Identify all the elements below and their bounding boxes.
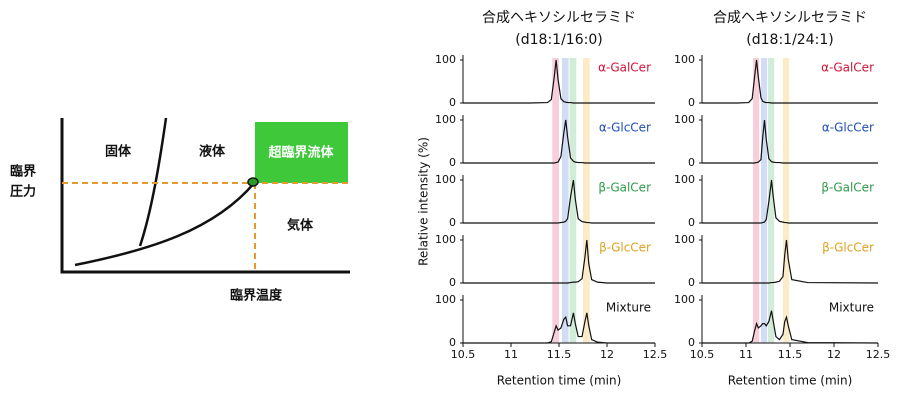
y-tick-label: 0 [688,336,695,349]
chart-subtitle: (d18:1/16:0) [515,32,602,48]
x-axis-label: Retention time (min) [728,374,853,388]
axes [60,118,350,274]
y-tick-label: 100 [674,293,695,306]
trace [702,119,878,164]
highlight-band [569,58,577,343]
chart-title: 合成ヘキソシルセラミド [713,10,867,26]
trace [702,59,878,104]
series-label: Mixture [606,301,651,315]
series-label: α-GalCer [821,61,874,75]
series-label: α-GalCer [598,61,651,75]
x-tick-label: 11.5 [778,348,803,361]
x-tick-label: 11 [504,348,518,361]
trace [463,312,655,344]
label: 超臨界流体 [268,145,334,161]
y-tick-label: 0 [688,96,695,109]
y-tick-label: 0 [688,276,695,289]
chart-subtitle: (d18:1/24:1) [746,32,833,48]
highlight-band [782,58,790,343]
trace [702,179,878,224]
y-tick-label: 100 [435,233,456,246]
trace [702,310,879,344]
series-label: α-GlcCer [599,121,651,135]
chart-title: 合成ヘキソシルセラミド [482,10,636,26]
x-tick-label: 12 [600,348,614,361]
y-tick-label: 100 [435,113,456,126]
y-tick-label: 100 [435,53,456,66]
highlight-band [768,58,775,343]
label: 臨界温度 [230,288,283,304]
trace [463,119,655,164]
series-label: Mixture [829,301,874,315]
y-tick-label: 0 [449,216,456,229]
x-tick-label: 11.5 [547,348,572,361]
label: 液体 [199,144,226,160]
phase-diagram: 固体 液体 超臨界流体 気体 臨界 圧力 臨界温度 [10,117,350,304]
series-label: β-GalCer [821,181,874,195]
y-tick-label: 0 [688,156,695,169]
highlight-band [552,58,559,343]
series-label: α-GlcCer [822,121,874,135]
y-tick-label: 100 [674,113,695,126]
x-tick-label: 12.5 [643,348,668,361]
highlight-band [561,58,569,343]
highlight-band [583,58,590,343]
x-tick-label: 10.5 [451,348,476,361]
y-axis-label: Relative intensity (%) [417,137,431,266]
y-tick-label: 100 [435,293,456,306]
y-tick-label: 0 [449,336,456,349]
series-label: β-GlcCer [599,241,651,255]
x-tick-label: 10.5 [690,348,715,361]
y-tick-label: 0 [449,276,456,289]
melting-curve [138,117,168,247]
series-label: β-GlcCer [822,241,874,255]
x-tick-label: 12.5 [866,348,891,361]
label: 固体 [105,144,132,160]
y-tick-label: 100 [674,233,695,246]
trace [463,59,655,104]
trace [702,239,879,284]
label: 圧力 [10,184,36,200]
trace [463,239,655,284]
highlight-band [760,58,768,343]
critical-point [247,177,259,187]
y-tick-label: 0 [449,96,456,109]
x-axis-label: Retention time (min) [497,374,622,388]
series-label: β-GalCer [598,181,651,195]
y-tick-label: 0 [688,216,695,229]
y-tick-label: 0 [449,156,456,169]
y-tick-label: 100 [674,53,695,66]
vapor-curve [74,181,256,267]
y-tick-label: 100 [674,173,695,186]
label: 気体 [287,218,314,234]
x-tick-label: 11 [739,348,753,361]
trace [463,179,655,224]
supercritical-region [255,122,348,183]
y-tick-label: 100 [435,173,456,186]
highlight-band [753,58,760,343]
x-tick-label: 12 [827,348,841,361]
label: 臨界 [10,164,36,180]
